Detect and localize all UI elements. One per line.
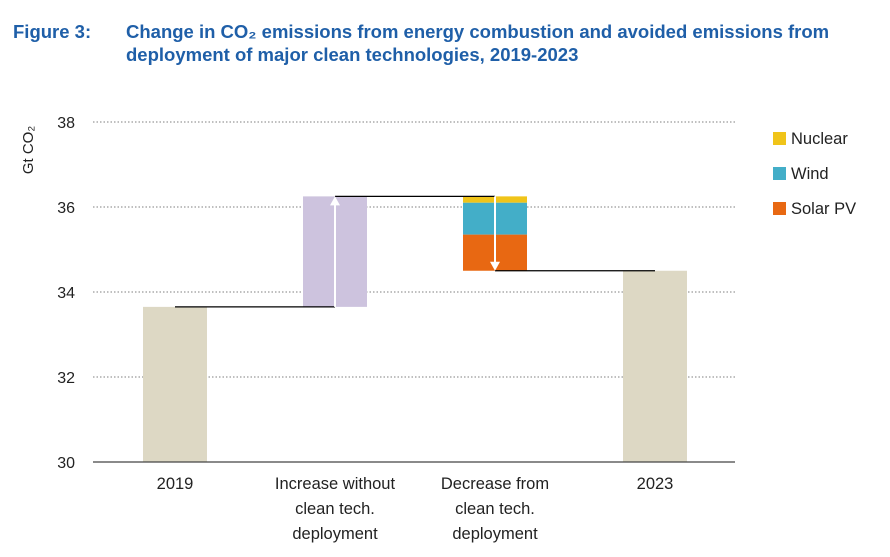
y-tick-label: 36 [57,200,75,217]
x-category-label: deployment [452,525,538,543]
x-category-label: clean tech. [295,500,375,518]
bar-2023 [623,270,687,462]
legend: Nuclear Wind Solar PV [773,130,856,218]
x-category-label: 2023 [637,475,674,493]
x-category-label: deployment [292,525,378,543]
y-axis-label: Gt CO₂ [20,126,37,175]
arrows [330,196,500,307]
y-tick-label: 38 [57,115,75,132]
x-category-label: 2019 [157,475,194,493]
bars [143,196,687,462]
legend-label: Nuclear [791,130,848,148]
legend-label: Solar PV [791,200,856,218]
x-category-label: Decrease from [441,475,549,493]
decrease-arrow-head [490,261,500,271]
y-tick-label: 32 [57,370,75,387]
legend-label: Wind [791,165,829,183]
x-category-label: clean tech. [455,500,535,518]
figure-number: Figure 3: [13,21,92,42]
legend-swatch [773,167,786,180]
increase-arrow-head [330,196,340,206]
connector-lines [175,195,655,308]
legend-swatch [773,132,786,145]
y-tick-label: 30 [57,455,75,472]
x-category-label: Increase without [275,475,396,493]
x-category-labels: 2019 Increase without clean tech. deploymen… [157,475,674,543]
bar-2019 [143,306,207,462]
y-tick-labels: 30 32 34 36 38 [57,115,75,472]
legend-swatch [773,202,786,215]
y-tick-label: 34 [57,285,75,302]
figure-title: Change in CO₂ emissions from energy comb… [126,21,830,65]
